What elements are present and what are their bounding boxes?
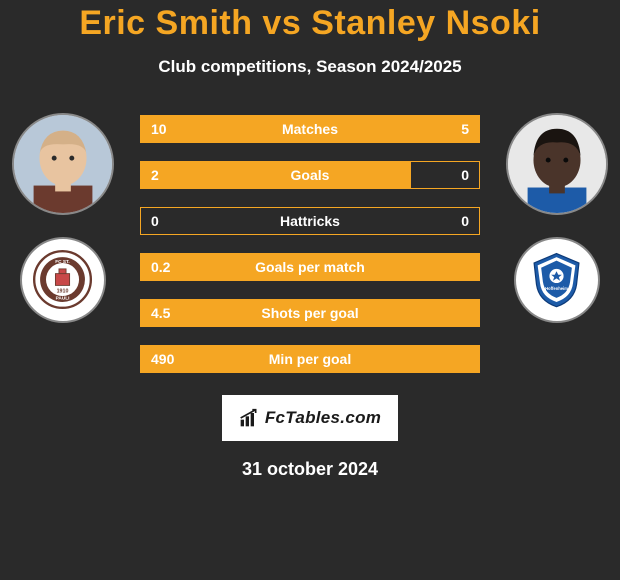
bar-row: 4.5 Shots per goal <box>140 299 480 327</box>
bar-value-left: 4.5 <box>151 305 170 321</box>
svg-text:PAULI: PAULI <box>56 296 70 302</box>
bar-fill-left <box>141 162 411 188</box>
branding-badge: FcTables.com <box>222 395 398 441</box>
club-left-logo-icon: FC ST. PAULI 1910 <box>33 250 92 309</box>
player-left-face-icon <box>14 115 112 213</box>
club-right-logo-icon: Hoffenheim <box>527 250 586 309</box>
bar-label: Goals <box>291 167 330 183</box>
bar-value-left: 490 <box>151 351 174 367</box>
comparison-bars: 10 5 Matches 2 0 Goals 0 0 Hattricks 0.2 Goals per… <box>140 113 480 373</box>
svg-text:FC ST.: FC ST. <box>56 259 70 265</box>
season-subtitle: Club competitions, Season 2024/2025 <box>0 57 620 77</box>
bar-value-right: 0 <box>461 213 469 229</box>
bar-value-left: 2 <box>151 167 159 183</box>
bar-value-left: 10 <box>151 121 167 137</box>
bar-label: Shots per goal <box>261 305 358 321</box>
comparison-card: Eric Smith vs Stanley Nsoki Club competi… <box>0 0 620 580</box>
club-right-logo: Hoffenheim <box>514 237 600 323</box>
bar-label: Hattricks <box>280 213 340 229</box>
club-left-logo: FC ST. PAULI 1910 <box>20 237 106 323</box>
svg-text:Hoffenheim: Hoffenheim <box>546 287 569 292</box>
bar-label: Goals per match <box>255 259 365 275</box>
bar-row: 0 0 Hattricks <box>140 207 480 235</box>
bar-row: 0.2 Goals per match <box>140 253 480 281</box>
date-label: 31 october 2024 <box>20 459 600 480</box>
left-column: FC ST. PAULI 1910 <box>8 113 118 323</box>
bar-label: Min per goal <box>269 351 351 367</box>
bar-row: 2 0 Goals <box>140 161 480 189</box>
main-area: FC ST. PAULI 1910 <box>0 113 620 480</box>
bar-row: 490 Min per goal <box>140 345 480 373</box>
bar-value-right: 5 <box>461 121 469 137</box>
page-title: Eric Smith vs Stanley Nsoki <box>0 4 620 43</box>
player-right-face-icon <box>508 115 606 213</box>
fctables-logo-icon <box>239 408 259 428</box>
right-column: Hoffenheim <box>502 113 612 323</box>
player-right-avatar <box>506 113 608 215</box>
player-left-avatar <box>12 113 114 215</box>
svg-text:1910: 1910 <box>57 289 69 295</box>
bar-row: 10 5 Matches <box>140 115 480 143</box>
bar-value-right: 0 <box>461 167 469 183</box>
bar-label: Matches <box>282 121 338 137</box>
bar-value-left: 0 <box>151 213 159 229</box>
bar-value-left: 0.2 <box>151 259 170 275</box>
branding-label: FcTables.com <box>265 408 381 428</box>
